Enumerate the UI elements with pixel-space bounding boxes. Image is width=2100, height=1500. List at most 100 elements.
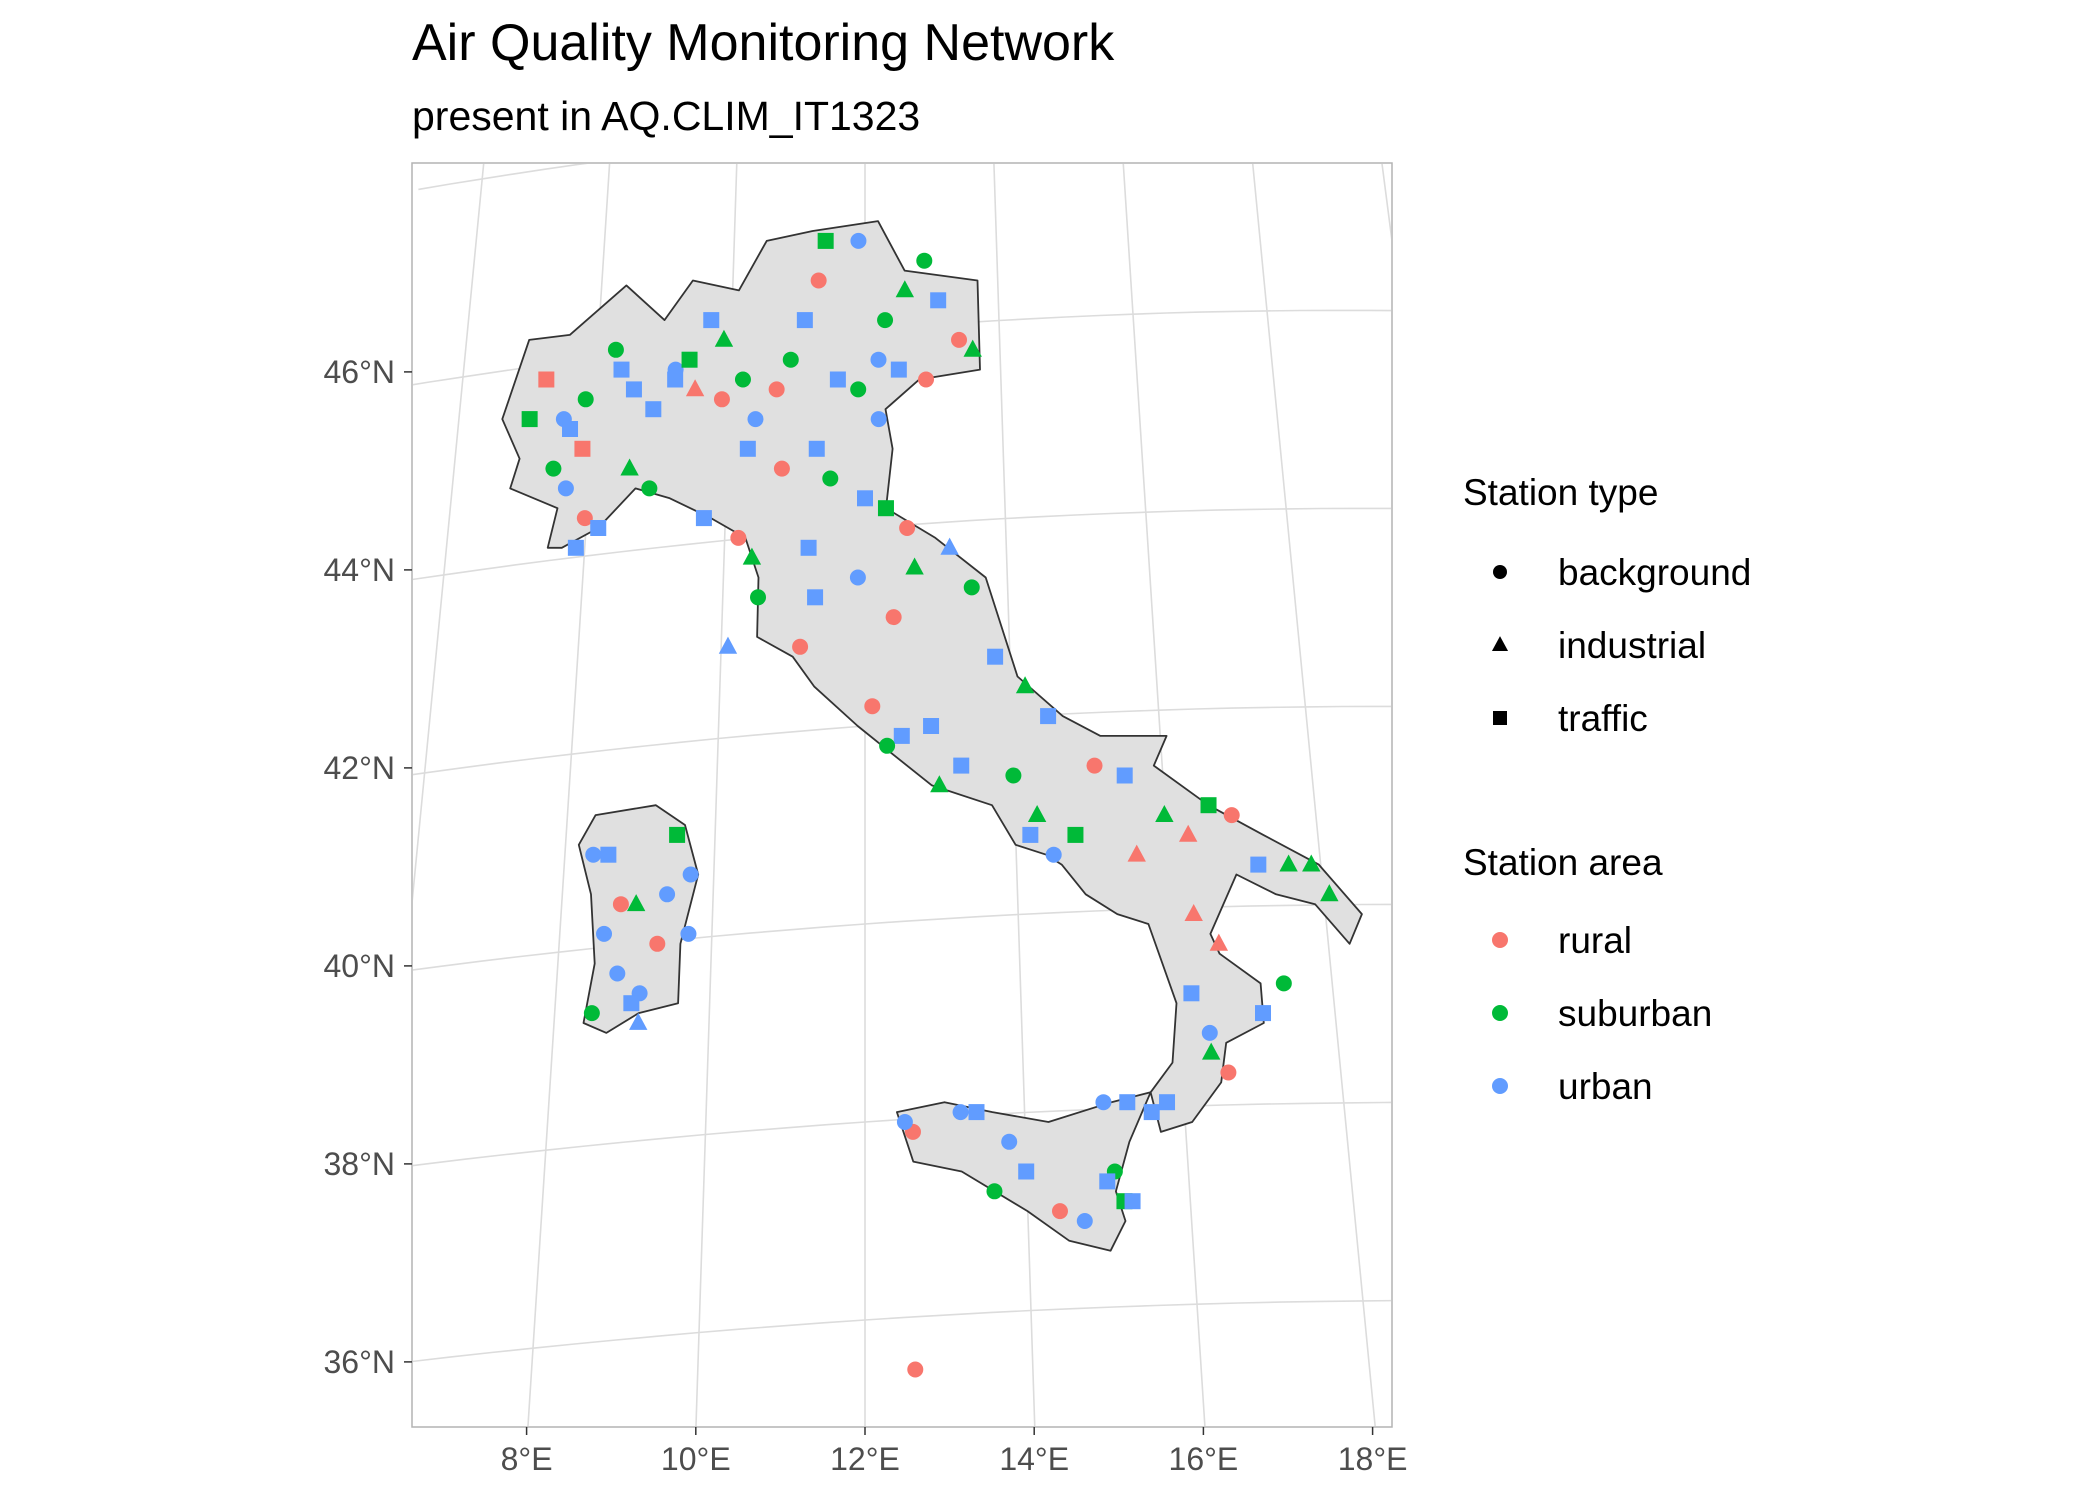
station-marker [730, 529, 747, 546]
station-marker [1209, 933, 1229, 951]
station-marker [609, 965, 626, 982]
station-marker [963, 579, 980, 596]
station-marker [538, 371, 555, 388]
station-marker [849, 569, 866, 586]
station-marker [968, 1104, 985, 1121]
station-marker [590, 520, 607, 536]
station-marker [792, 638, 809, 655]
station-marker [1279, 854, 1298, 872]
graticule-meridian [1381, 164, 1391, 240]
station-marker [1001, 1133, 1018, 1150]
station-marker [1086, 757, 1103, 774]
station-marker [623, 995, 640, 1012]
legend-key-suburban [1492, 1005, 1508, 1021]
y-tick-label: 46°N [324, 354, 396, 390]
graticule-parallel [413, 1299, 1391, 1363]
station-marker [641, 480, 658, 497]
station-marker [940, 537, 959, 555]
peninsula-outline [501, 220, 1363, 1133]
station-marker [1099, 1173, 1116, 1190]
station-marker [1095, 1094, 1112, 1111]
station-marker [669, 826, 686, 843]
y-tick-label: 42°N [324, 750, 396, 786]
station-marker [896, 1114, 913, 1130]
station-marker [899, 520, 916, 536]
station-marker [953, 757, 970, 774]
station-marker [963, 339, 982, 357]
station-marker [1116, 767, 1133, 784]
station-marker [850, 381, 867, 398]
station-marker [877, 500, 894, 517]
station-marker [1275, 975, 1292, 992]
station-marker [1155, 804, 1174, 822]
legend-key-triangle [1491, 636, 1509, 652]
station-marker [850, 232, 867, 249]
station-marker [817, 232, 834, 249]
legend-key-urban [1492, 1078, 1508, 1094]
x-tick-label: 8°E [501, 1441, 553, 1477]
x-tick-label: 14°E [999, 1441, 1069, 1477]
x-tick-label: 12°E [830, 1441, 900, 1477]
graticule [163, 102, 1391, 1500]
station-marker [890, 361, 907, 378]
italy-landmass [501, 220, 1363, 1252]
legend-label-rural: rural [1558, 920, 1632, 961]
graticule-parallel [413, 903, 1391, 971]
station-marker [562, 421, 579, 437]
station-marker [1200, 797, 1217, 814]
chart-title: Air Quality Monitoring Network [412, 14, 1115, 72]
station-marker [923, 718, 940, 734]
station-marker [1223, 807, 1240, 824]
y-tick-label: 36°N [324, 1344, 396, 1380]
station-marker [773, 460, 790, 477]
station-marker [629, 1012, 648, 1030]
station-marker [750, 589, 767, 606]
station-marker [739, 440, 756, 457]
station-marker [649, 935, 666, 952]
station-marker [576, 510, 593, 527]
station-marker [885, 609, 902, 626]
station-marker [796, 312, 813, 329]
station-marker [685, 379, 705, 397]
station-marker [703, 312, 720, 329]
legend-key-square [1493, 711, 1507, 725]
station-marker [681, 351, 698, 368]
station-marker [1302, 854, 1321, 872]
station-marker [877, 312, 894, 329]
station-marker [1127, 844, 1146, 862]
station-marker [857, 490, 873, 507]
station-marker [1320, 884, 1339, 902]
station-marker [583, 1005, 600, 1022]
station-marker [987, 648, 1004, 665]
station-marker [807, 589, 824, 606]
station-marker [916, 252, 933, 269]
legend-label-suburban: suburban [1558, 993, 1712, 1034]
station-marker [808, 440, 825, 457]
station-marker [600, 846, 617, 863]
graticule-meridian [163, 102, 368, 1500]
station-marker [695, 510, 712, 527]
station-marker [585, 846, 602, 863]
station-marker [545, 460, 562, 477]
station-marker [800, 539, 817, 556]
chart-subtitle: present in AQ.CLIM_IT1323 [412, 93, 920, 139]
station-marker [713, 391, 730, 408]
station-marker [870, 411, 887, 428]
station-marker [567, 539, 584, 556]
station-marker [613, 361, 630, 378]
legend-label-urban: urban [1558, 1066, 1653, 1107]
station-marker [864, 698, 881, 715]
station-marker [768, 381, 785, 398]
station-markers [521, 232, 1339, 1378]
legend-key-rural [1492, 932, 1508, 948]
graticule-meridian [1251, 164, 1376, 1426]
x-tick-label: 18°E [1338, 1441, 1408, 1477]
station-marker [905, 557, 924, 575]
legend-key-circle [1493, 565, 1507, 579]
station-marker [659, 886, 676, 903]
legend-title-station-type: Station type [1463, 472, 1658, 513]
axis-ticks: 8°E 10°E 12°E 14°E 16°E 18°E 36°N 38°N 40°N 42°N 4… [324, 354, 1408, 1477]
station-marker [577, 391, 594, 408]
station-marker [1201, 1024, 1218, 1041]
